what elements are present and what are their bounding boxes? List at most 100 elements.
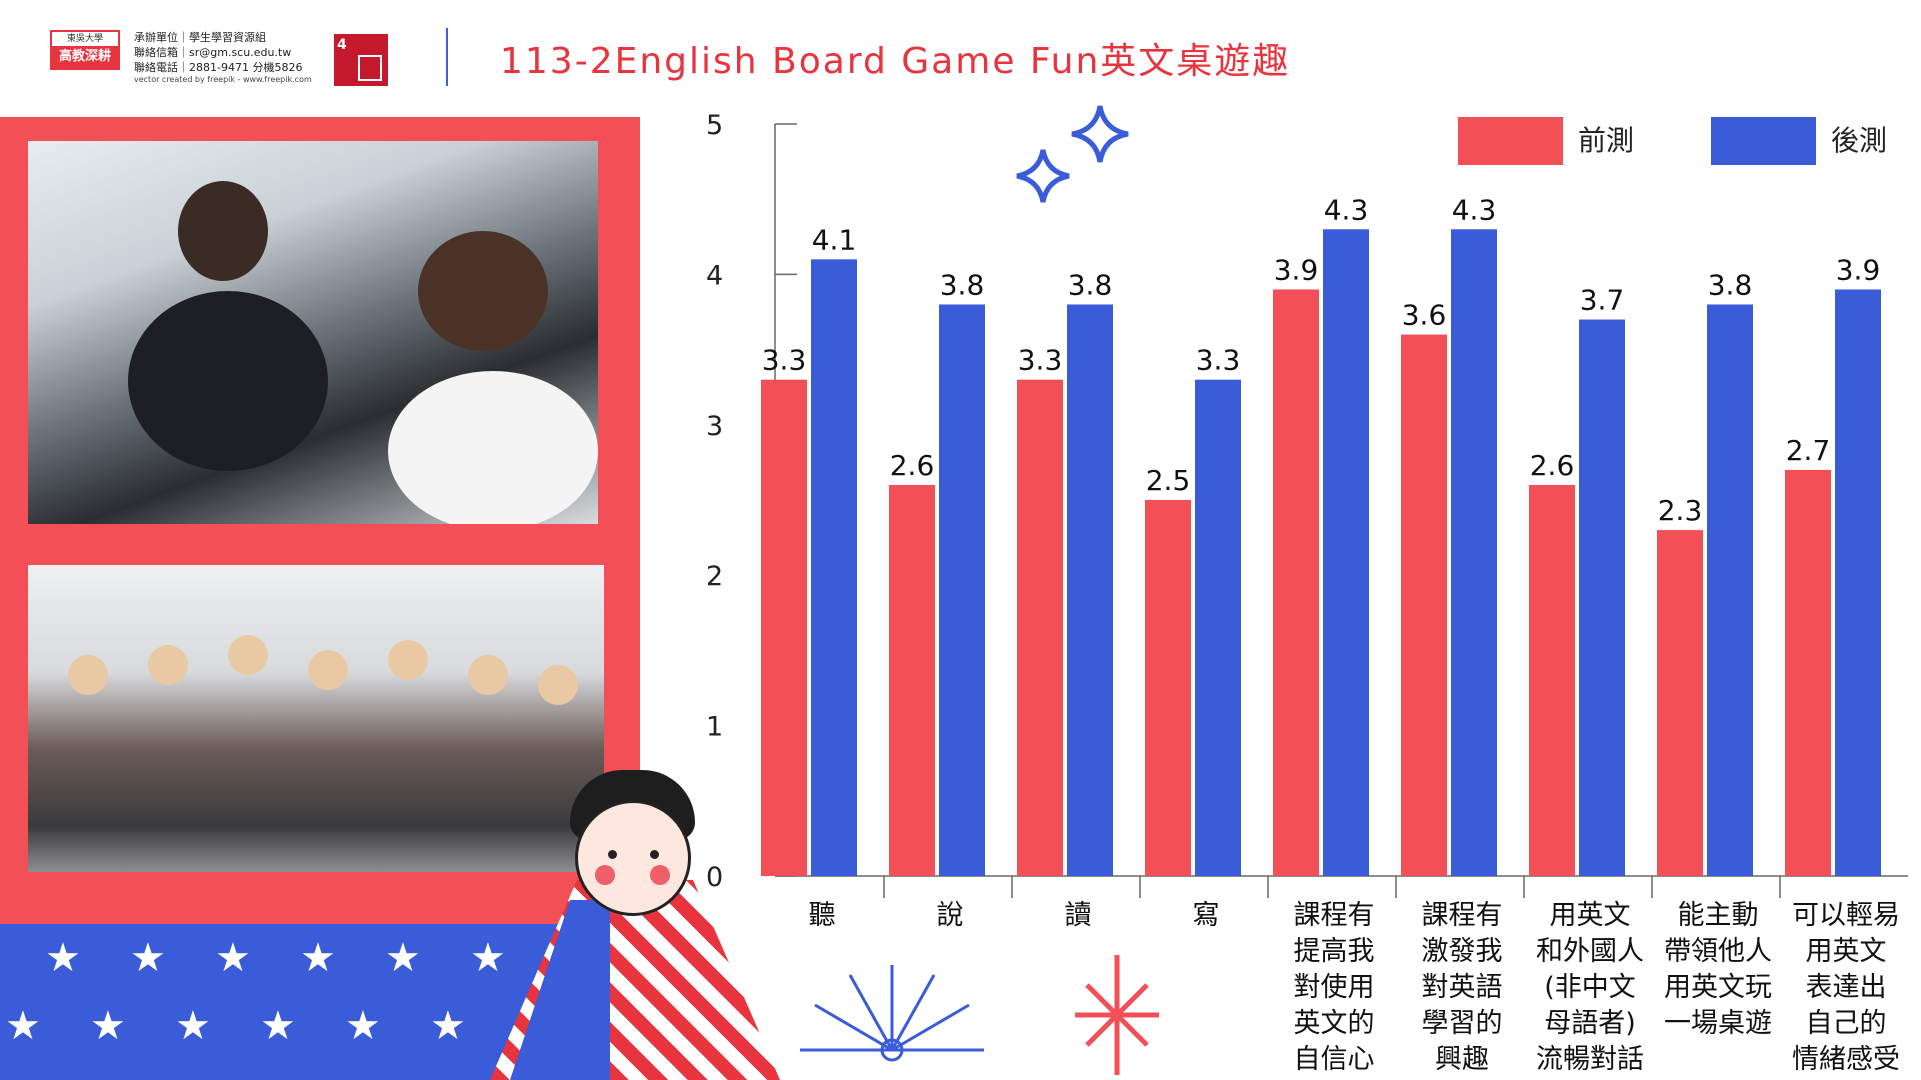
category-label: 用英文和外國人(非中文母語者)流暢對話 bbox=[1536, 900, 1644, 1075]
star-icon: ★ bbox=[345, 1003, 381, 1049]
eye bbox=[608, 850, 617, 859]
face bbox=[575, 800, 691, 916]
chart-legend: 前測 後測 bbox=[1458, 117, 1887, 165]
bar-post bbox=[939, 304, 985, 877]
category-label: 寫 bbox=[1193, 900, 1220, 931]
y-tick-label: 1 bbox=[706, 712, 723, 743]
y-tick-label: 4 bbox=[706, 260, 723, 291]
bar-pre bbox=[761, 379, 807, 876]
bar-value-label: 3.8 bbox=[1068, 268, 1113, 301]
bar-post bbox=[1323, 229, 1369, 876]
bar-value-label: 3.3 bbox=[1196, 344, 1241, 377]
star-icon: ★ bbox=[260, 1003, 296, 1049]
sparkle-icon bbox=[1071, 105, 1129, 163]
bar-value-label: 3.3 bbox=[762, 344, 807, 377]
decorations bbox=[800, 105, 1159, 1075]
bar-pre bbox=[1017, 379, 1063, 876]
bar-value-label: 2.6 bbox=[890, 449, 935, 482]
cheek bbox=[650, 865, 670, 885]
bar-pre bbox=[1145, 500, 1191, 876]
logo: 東吳大學 高教深耕 bbox=[50, 30, 120, 70]
category-label: 課程有提高我對使用英文的自信心 bbox=[1294, 900, 1375, 1075]
bar-post bbox=[1451, 229, 1497, 876]
bar-value-label: 3.7 bbox=[1580, 284, 1625, 317]
contact-unit: 承辦單位｜學生學習資源組 bbox=[134, 31, 266, 44]
category-label: 課程有激發我對英語學習的興趣 bbox=[1422, 900, 1503, 1075]
star-icon: ★ bbox=[90, 1003, 126, 1049]
bar-value-label: 3.8 bbox=[1708, 268, 1753, 301]
star-icon: ★ bbox=[470, 935, 506, 981]
star-icon: ★ bbox=[300, 935, 336, 981]
bar-post bbox=[1707, 304, 1753, 877]
bar-value-label: 2.6 bbox=[1530, 449, 1575, 482]
sdg-badge: 4 bbox=[334, 34, 388, 86]
category-label: 可以輕易用英文表達出自己的情緒感受 bbox=[1792, 900, 1900, 1075]
star-icon: ★ bbox=[45, 935, 81, 981]
bar-value-label: 3.9 bbox=[1274, 253, 1319, 286]
star-icon: ★ bbox=[430, 1003, 466, 1049]
contact-info: 承辦單位｜學生學習資源組 聯絡信箱｜sr@gm.scu.edu.tw 聯絡電話｜… bbox=[134, 30, 312, 85]
firework-center bbox=[880, 1038, 904, 1062]
category-label: 說 bbox=[937, 900, 964, 931]
burst-icon bbox=[1075, 955, 1159, 1075]
chart-bars bbox=[761, 229, 1881, 877]
bar-value-label: 2.3 bbox=[1658, 494, 1703, 527]
bar-post bbox=[811, 259, 857, 876]
logo-top-text: 東吳大學 bbox=[66, 34, 103, 44]
bar-pre bbox=[1273, 289, 1319, 876]
bar-pre bbox=[889, 484, 935, 876]
chart-value-labels: 3.34.12.63.83.33.82.53.33.94.33.64.32.63… bbox=[762, 193, 1881, 527]
bar-pre bbox=[1785, 469, 1831, 876]
credit-text: vector created by freepik - www.freepik.… bbox=[134, 75, 312, 84]
bar-post bbox=[1067, 304, 1113, 877]
category-label: 能主動帶領他人用英文玩一場桌遊 bbox=[1664, 900, 1772, 1039]
bar-pre bbox=[1529, 484, 1575, 876]
bar-pre bbox=[1401, 334, 1447, 876]
bar-post bbox=[1195, 379, 1241, 876]
header-divider bbox=[446, 28, 448, 86]
logo-main-text: 高教深耕 bbox=[52, 46, 118, 68]
bar-value-label: 4.3 bbox=[1452, 193, 1497, 226]
y-tick-label: 0 bbox=[706, 862, 723, 893]
legend-swatch-post bbox=[1711, 117, 1816, 165]
star-icon: ★ bbox=[130, 935, 166, 981]
photo-board-game-class bbox=[28, 141, 598, 524]
category-label: 聽 bbox=[809, 900, 836, 931]
star-icon: ★ bbox=[385, 935, 421, 981]
bar-value-label: 2.5 bbox=[1146, 464, 1191, 497]
bar-post bbox=[1835, 289, 1881, 876]
category-label: 讀 bbox=[1065, 900, 1092, 931]
bar-value-label: 3.3 bbox=[1018, 344, 1063, 377]
bar-value-label: 4.1 bbox=[812, 223, 857, 256]
y-tick-label: 2 bbox=[706, 561, 723, 592]
book-icon bbox=[358, 55, 382, 81]
eye bbox=[650, 850, 659, 859]
bar-value-label: 3.9 bbox=[1836, 253, 1881, 286]
bar-value-label: 4.3 bbox=[1324, 193, 1369, 226]
star-icon: ★ bbox=[215, 935, 251, 981]
chart-category-labels: 聽 說 讀 寫 課程有提高我對使用英文的自信心課程有激發我對英語學習的興趣用英文和外國人… bbox=[809, 900, 1901, 1075]
contact-phone: 聯絡電話｜2881-9471 分機5826 bbox=[134, 61, 303, 74]
bar-pre bbox=[1657, 530, 1703, 876]
character-illustration bbox=[490, 760, 780, 1080]
bar-value-label: 3.6 bbox=[1402, 299, 1447, 332]
sparkle-icon bbox=[1016, 149, 1070, 203]
star-icon: ★ bbox=[5, 1003, 41, 1049]
star-icon: ★ bbox=[175, 1003, 211, 1049]
legend-label: 後測 bbox=[1831, 124, 1887, 157]
legend-label: 前測 bbox=[1578, 124, 1634, 157]
photo-frame bbox=[0, 117, 640, 924]
y-tick-label: 5 bbox=[706, 110, 723, 141]
page-title: 113-2English Board Game Fun英文桌遊趣 bbox=[500, 41, 1291, 82]
bar-value-label: 3.8 bbox=[940, 268, 985, 301]
legend-swatch-pre bbox=[1458, 117, 1563, 165]
sdg-number: 4 bbox=[337, 37, 347, 53]
bar-value-label: 2.7 bbox=[1786, 434, 1831, 467]
firework-icon bbox=[800, 965, 984, 1052]
contact-email: 聯絡信箱｜sr@gm.scu.edu.tw bbox=[134, 46, 292, 59]
bar-post bbox=[1579, 319, 1625, 876]
y-tick-label: 3 bbox=[706, 411, 723, 442]
photo-group bbox=[28, 565, 604, 872]
header: 東吳大學 高教深耕 承辦單位｜學生學習資源組 聯絡信箱｜sr@gm.scu.ed… bbox=[0, 0, 1921, 115]
